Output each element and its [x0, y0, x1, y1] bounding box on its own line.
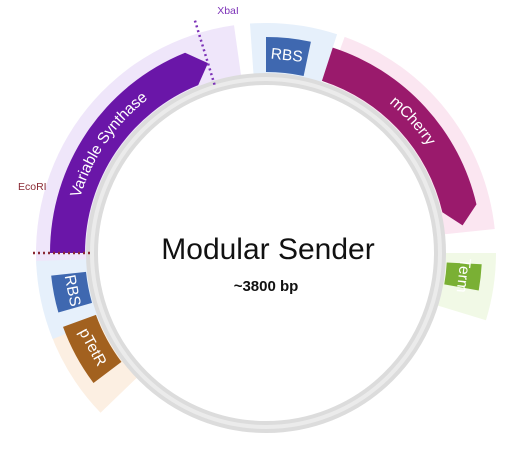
plasmid-size: ~3800 bp	[234, 278, 299, 295]
restriction-site-layer: XbaI EcoRI	[18, 5, 239, 255]
term-segment[interactable]	[444, 262, 482, 291]
rbs-top-segment[interactable]	[266, 36, 311, 76]
plasmid-name: Modular Sender	[161, 233, 374, 266]
variable-synthase-segment[interactable]	[50, 52, 208, 254]
xbai-site-label: XbaI	[217, 5, 239, 17]
mcherry-segment[interactable]	[321, 47, 477, 226]
rbs-left-label: RBS	[61, 273, 84, 308]
plasmid-backbone-inner	[90, 77, 442, 429]
ecori-site-label: EcoRI	[18, 181, 47, 193]
feature-layer	[50, 36, 482, 383]
ptetr-segment[interactable]	[63, 314, 122, 383]
term-label: Term	[453, 257, 474, 293]
rbs-left-segment[interactable]	[51, 271, 93, 313]
rbs-top-label: RBS	[270, 46, 303, 66]
xbai-site-marker	[192, 17, 216, 86]
